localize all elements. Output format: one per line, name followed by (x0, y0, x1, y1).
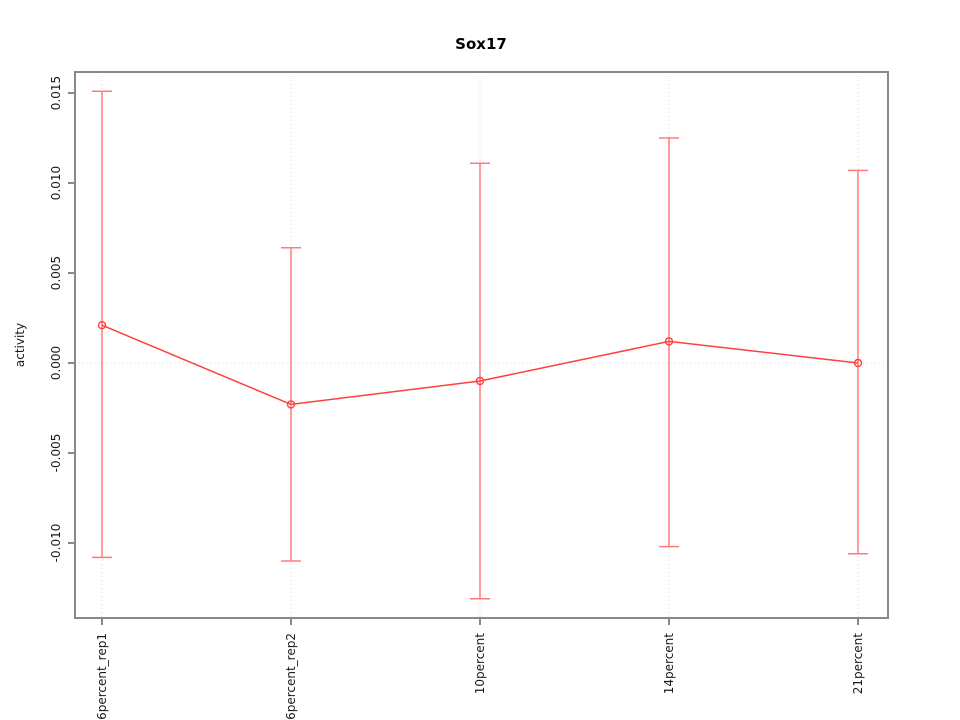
x-axis-ticks: 06percent_rep1 06percent_rep2 10percent 14p… (95, 618, 865, 720)
y-tick-label: 0.005 (49, 256, 63, 290)
data-point (853, 358, 863, 368)
error-bars (92, 90, 868, 600)
data-point (475, 376, 485, 386)
data-point (286, 400, 296, 409)
x-tick-label: 06percent_rep1 (95, 633, 109, 720)
x-tick-label: 10percent (473, 633, 487, 695)
y-tick-label: 0.000 (49, 346, 63, 380)
y-tick-label: -0.005 (49, 434, 63, 473)
x-tick-label: 14percent (662, 633, 676, 695)
x-tick-label: 06percent_rep2 (284, 633, 298, 720)
y-tick-label: 0.010 (49, 166, 63, 200)
y-tick-label: 0.015 (49, 76, 63, 110)
y-axis-ticks: 0.015 0.010 0.005 0.000 -0.005 -0.010 (49, 76, 75, 563)
series-polyline (101, 324, 859, 406)
y-tick-label: -0.010 (49, 524, 63, 563)
data-series (97, 321, 863, 409)
chart-title: Sox17 (455, 35, 507, 53)
data-point (97, 321, 107, 330)
x-tick-label: 21percent (851, 633, 865, 695)
plot-frame (74, 71, 889, 619)
data-point (664, 337, 674, 346)
gridlines (75, 72, 888, 618)
y-axis-label: activity (13, 323, 27, 367)
